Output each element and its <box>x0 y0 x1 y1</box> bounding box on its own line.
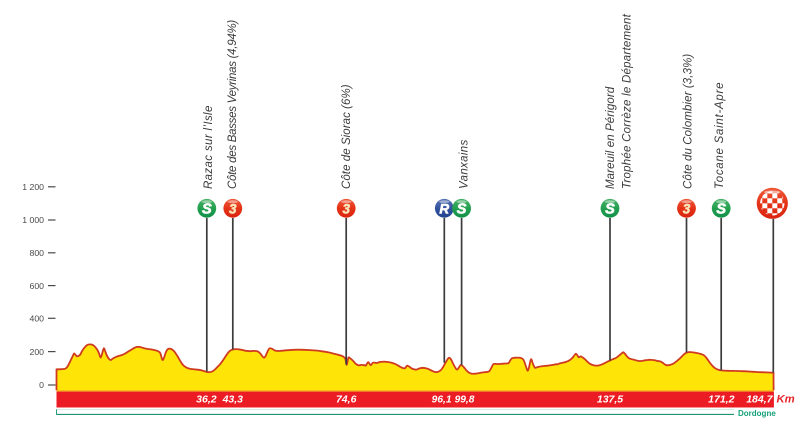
svg-text:Vanxains: Vanxains <box>458 139 470 189</box>
svg-text:S: S <box>716 201 726 217</box>
svg-text:Côte de Siorac (6%): Côte de Siorac (6%) <box>341 84 353 189</box>
svg-text:Côte des Basses Veyrinas (4,94: Côte des Basses Veyrinas (4,94%) <box>227 20 239 189</box>
svg-text:600: 600 <box>30 281 45 291</box>
svg-text:S: S <box>202 201 212 217</box>
svg-text:43,3: 43,3 <box>222 394 244 406</box>
svg-text:Mareuil en Périgord: Mareuil en Périgord <box>605 86 617 189</box>
svg-text:137,5: 137,5 <box>597 394 623 406</box>
svg-text:99,8: 99,8 <box>455 395 475 406</box>
svg-text:74,6: 74,6 <box>336 394 357 406</box>
svg-text:Razac sur l’Isle: Razac sur l’Isle <box>203 105 215 189</box>
svg-text:96,1: 96,1 <box>432 395 452 406</box>
svg-text:Trophée Corrèze le Département: Trophée Corrèze le Département <box>621 13 633 189</box>
svg-text:R: R <box>439 201 449 216</box>
svg-text:171,2: 171,2 <box>708 394 734 406</box>
svg-text:3: 3 <box>342 201 350 216</box>
svg-text:Km: Km <box>777 394 795 406</box>
svg-text:400: 400 <box>30 314 45 324</box>
svg-text:Côte du Colombier (3,3%): Côte du Colombier (3,3%) <box>682 54 694 189</box>
svg-text:0: 0 <box>39 380 44 390</box>
svg-text:Tocane Saint-Apre: Tocane Saint-Apre <box>714 82 726 189</box>
svg-text:3: 3 <box>229 201 237 216</box>
svg-text:36,2: 36,2 <box>196 394 217 406</box>
svg-text:1 000: 1 000 <box>22 215 44 225</box>
svg-text:800: 800 <box>30 248 45 258</box>
svg-text:S: S <box>605 201 615 217</box>
svg-text:3: 3 <box>683 201 691 216</box>
svg-text:200: 200 <box>30 347 45 357</box>
svg-text:184,7: 184,7 <box>746 394 773 406</box>
svg-text:Dordogne: Dordogne <box>738 409 776 418</box>
svg-text:1 200: 1 200 <box>22 182 44 192</box>
svg-text:S: S <box>457 201 467 217</box>
